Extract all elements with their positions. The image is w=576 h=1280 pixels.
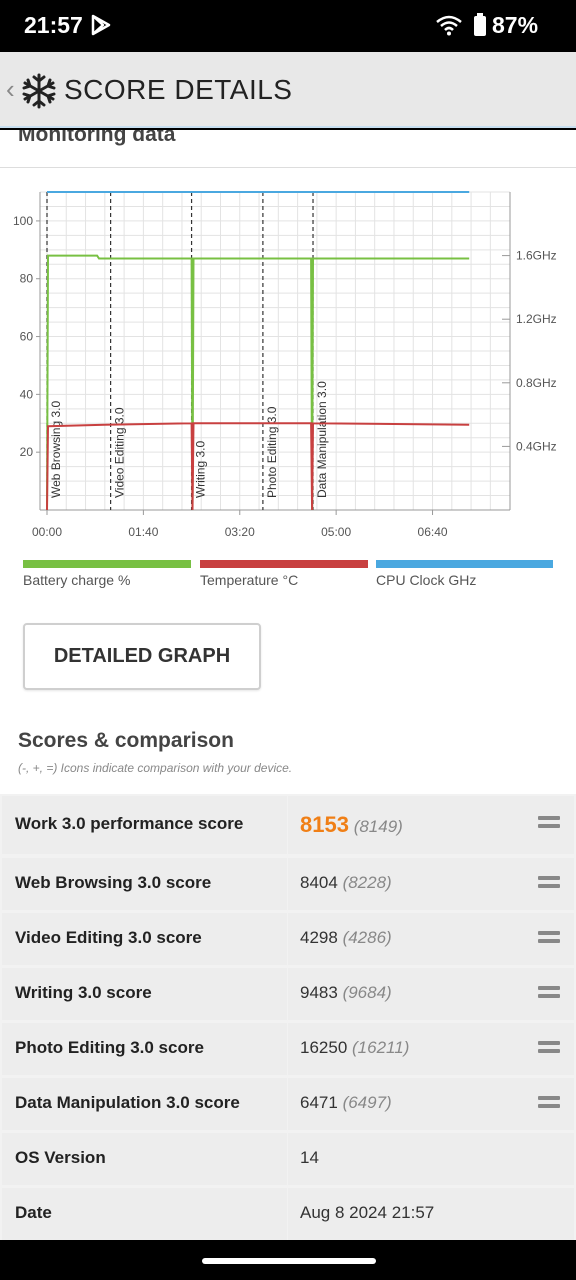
score-value: 9483 [300,983,338,1002]
navigation-bar [0,1240,576,1280]
battery-icon [473,13,487,42]
page-title: SCORE DETAILS [64,74,293,105]
y-left-tick-label: 20 [20,445,34,459]
legend-battery-label: Battery charge % [23,572,131,588]
y-left-tick-label: 80 [20,272,34,286]
info-value: 14 [300,1148,319,1167]
y-left-tick-label: 60 [20,330,34,344]
scores-table: Work 3.0 performance score 8153 (8149) W… [0,796,576,1240]
workload-marker-label: Data Manipulation 3.0 [315,381,329,498]
legend-battery: Battery charge % [23,560,191,588]
play-store-icon [90,14,112,41]
legend-battery-swatch [23,560,191,568]
score-label: Photo Editing 3.0 score [15,1038,204,1057]
app-bar: ‹ SCORE DETAILS [0,52,576,128]
scores-title: Scores & comparison [18,729,234,752]
status-time: 21:57 [24,12,83,38]
equal-icon [538,876,560,892]
score-value: 4298 [300,928,338,947]
x-tick-label: 05:00 [321,525,351,539]
equal-icon [538,816,560,832]
score-compare: (16211) [352,1038,410,1057]
score-row-web-browsing: Web Browsing 3.0 score 8404 (8228) [0,858,576,913]
wifi-icon [436,14,462,41]
equal-icon [538,986,560,1002]
score-value: 8404 [300,873,338,892]
x-tick-label: 06:40 [418,525,448,539]
y-right-tick-label: 1.6GHz [516,249,557,263]
equal-icon [538,1041,560,1057]
legend-cpu-clock: CPU Clock GHz [376,560,553,588]
content-area: Monitoring data 20 40 60 80 100 0.4GHz 0.8GHz 1… [0,130,576,1240]
score-compare: (8149) [353,817,403,836]
divider [0,167,576,168]
score-label: Writing 3.0 score [15,983,152,1002]
y-left-tick-label: 100 [13,214,33,228]
workload-marker-label: Video Editing 3.0 [113,407,127,498]
legend-temperature: Temperature °C [200,560,368,588]
score-label: Work 3.0 performance score [15,814,244,833]
score-value: 8153 [300,812,349,837]
info-row-os-version: OS Version 14 [0,1133,576,1188]
battery-percentage: 87% [492,12,539,38]
legend-temperature-swatch [200,560,368,568]
info-label: OS Version [15,1148,106,1167]
back-chevron-icon[interactable]: ‹ [6,74,15,104]
y-right-tick-label: 1.2GHz [516,312,557,326]
score-row-work: Work 3.0 performance score 8153 (8149) [0,796,576,858]
score-label: Web Browsing 3.0 score [15,873,212,892]
legend-cpu-label: CPU Clock GHz [376,572,477,588]
score-row-photo-editing: Photo Editing 3.0 score 16250 (16211) [0,1023,576,1078]
workload-marker-label: Web Browsing 3.0 [49,401,63,498]
scores-subtitle: (-, +, =) Icons indicate comparison with… [18,761,293,775]
x-tick-label: 01:40 [128,525,158,539]
status-bar: 21:57 87% [0,0,576,52]
workload-marker-label: Writing 3.0 [194,441,208,498]
info-label: Date [15,1203,52,1222]
equal-icon [538,1096,560,1112]
x-tick-label: 03:20 [225,525,255,539]
info-value: Aug 8 2024 21:57 [300,1203,435,1222]
x-tick-label: 00:00 [32,525,62,539]
score-compare: (4286) [342,928,392,947]
score-row-writing: Writing 3.0 score 9483 (9684) [0,968,576,1023]
snowflake-logo-icon [21,73,57,114]
score-row-data-manipulation: Data Manipulation 3.0 score 6471 (6497) [0,1078,576,1133]
monitoring-card: Monitoring data 20 40 60 80 100 0.4GHz 0.8GHz 1… [0,130,576,794]
score-compare: (6497) [342,1093,392,1112]
score-value: 16250 [300,1038,348,1057]
series-line [46,422,470,511]
legend-cpu-swatch [376,560,553,568]
legend-temperature-label: Temperature °C [200,572,299,588]
workload-marker-label: Photo Editing 3.0 [265,406,279,498]
detailed-graph-button[interactable]: DETAILED GRAPH [23,623,261,690]
score-compare: (8228) [342,873,392,892]
score-value: 6471 [300,1093,338,1112]
equal-icon [538,931,560,947]
y-left-tick-label: 40 [20,387,34,401]
info-row-date: Date Aug 8 2024 21:57 [0,1188,576,1240]
monitoring-chart: 20 40 60 80 100 0.4GHz 0.8GHz 1.2GHz 1.6GHz 00:00… [13,191,557,539]
score-compare: (9684) [342,983,392,1002]
score-label: Video Editing 3.0 score [15,928,202,947]
y-right-tick-label: 0.8GHz [516,376,557,390]
score-label: Data Manipulation 3.0 score [15,1093,240,1112]
score-row-video-editing: Video Editing 3.0 score 4298 (4286) [0,913,576,968]
y-right-tick-label: 0.4GHz [516,439,557,453]
monitoring-title: Monitoring data [18,130,176,146]
home-gesture-handle[interactable] [202,1258,376,1264]
